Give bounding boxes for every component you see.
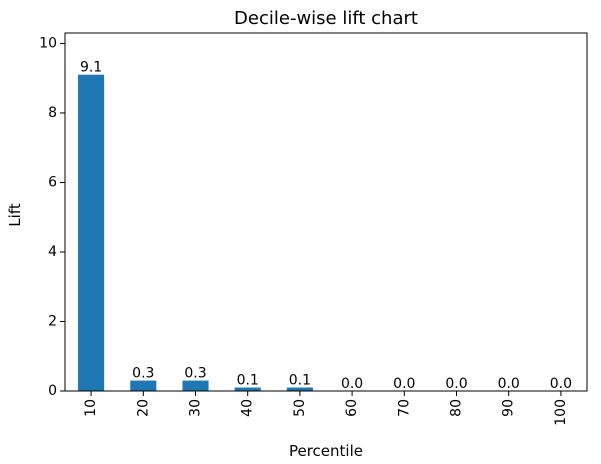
data-label-100: 0.0 [550, 376, 572, 392]
data-label-40: 0.1 [237, 373, 259, 389]
data-label-70: 0.0 [393, 376, 415, 392]
data-label-60: 0.0 [341, 376, 363, 392]
bar-40 [234, 387, 261, 391]
bar-50 [286, 387, 313, 391]
data-label-80: 0.0 [445, 376, 467, 392]
x-tick-label-20: 20 [135, 399, 151, 417]
x-tick-label-80: 80 [449, 399, 465, 417]
x-tick-label-50: 50 [292, 399, 308, 417]
x-tick-label-70: 70 [396, 399, 412, 417]
x-tick-label-60: 60 [344, 399, 360, 417]
x-tick-label-100: 100 [553, 399, 569, 426]
y-tick-label-4: 4 [48, 244, 57, 260]
x-axis-title: Percentile [289, 442, 363, 460]
y-axis-title: Lift [6, 203, 24, 227]
data-label-10: 9.1 [80, 60, 102, 76]
y-tick-label-8: 8 [48, 105, 57, 121]
x-tick-label-40: 40 [240, 399, 256, 417]
data-label-20: 0.3 [132, 366, 154, 382]
y-tick-label-10: 10 [39, 35, 57, 51]
y-tick-label-0: 0 [48, 383, 57, 399]
plot-area: 9.1100.3200.3300.1400.1500.0600.0700.080… [39, 32, 588, 426]
chart-title: Decile-wise lift chart [234, 8, 418, 29]
bar-30 [182, 380, 209, 391]
x-tick-label-10: 10 [83, 399, 99, 417]
data-label-90: 0.0 [498, 376, 520, 392]
y-tick-label-6: 6 [48, 174, 57, 190]
plot-frame [64, 32, 588, 392]
y-tick-label-2: 2 [48, 313, 57, 329]
bar-20 [130, 380, 157, 391]
data-label-50: 0.1 [289, 373, 311, 389]
x-tick-label-30: 30 [188, 399, 204, 417]
bar-10 [78, 74, 105, 391]
x-tick-label-90: 90 [501, 399, 517, 417]
data-label-30: 0.3 [184, 366, 206, 382]
